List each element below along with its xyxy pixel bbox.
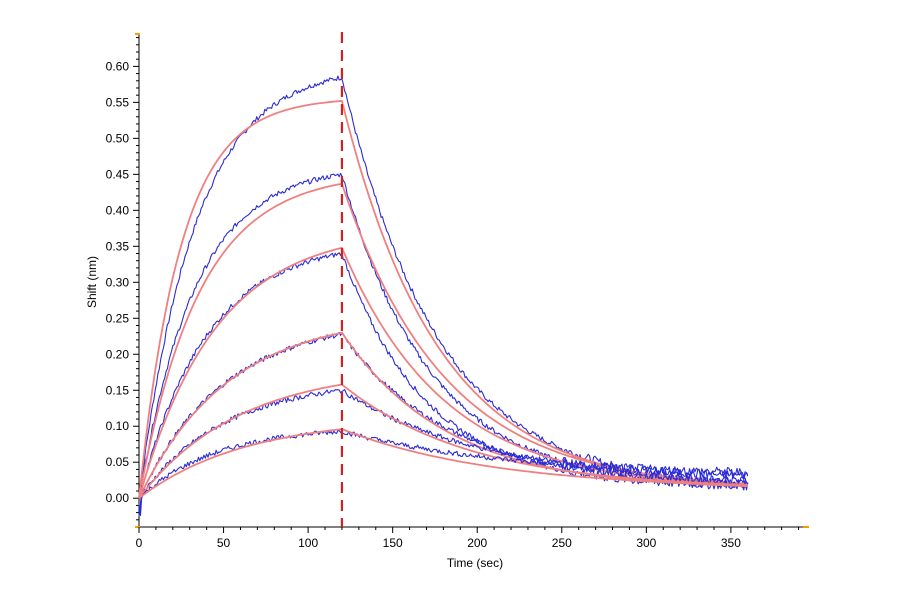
x-tick-label: 200 [467,536,487,550]
x-axis-title: Time (sec) [447,556,503,570]
y-tick-label: 0.60 [106,59,130,73]
axes: 0.00 0.05 0.10 0.15 0.20 0.25 0.30 0.35 0.40 0.45… [106,33,809,550]
y-tick-label: 0.45 [106,167,130,181]
x-tick-label: 150 [383,536,403,550]
x-tick-label: 0 [136,536,143,550]
y-tick-label: 0.30 [106,275,130,289]
y-tick-label: 0.05 [106,455,130,469]
y-tick-label: 0.50 [106,131,130,145]
x-tick-label: 300 [636,536,656,550]
x-tick-label: 350 [721,536,741,550]
y-tick-label: 0.00 [106,491,130,505]
fitted-curve-11 [138,428,748,499]
x-tick-label: 50 [217,536,231,550]
y-tick-label: 0.35 [106,239,130,253]
y-tick-label: 0.55 [106,95,130,109]
y-tick-label: 0.40 [106,203,130,217]
x-tick-label: 100 [298,536,318,550]
y-tick-label: 0.15 [106,383,130,397]
x-tick-label: 250 [552,536,572,550]
series-group [138,75,749,517]
fitted-curve-1 [138,100,748,499]
measured-curve-2 [138,172,749,515]
y-tick-label: 0.25 [106,311,130,325]
fitted-curve-5 [138,246,748,499]
y-tick-label: 0.10 [106,419,130,433]
y-tick-label: 0.20 [106,347,130,361]
y-axis-title: Shift (nm) [85,256,99,308]
fitted-curve-9 [138,383,748,499]
measured-curve-6 [138,331,749,515]
measured-curve-0 [138,75,749,514]
measured-curve-10 [138,430,749,516]
